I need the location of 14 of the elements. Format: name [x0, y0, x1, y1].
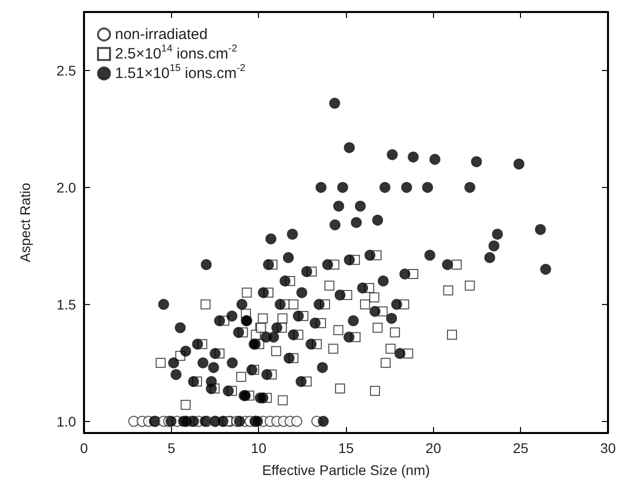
x-tick-label: 0	[80, 440, 88, 456]
y-axis-title: Aspect Ratio	[17, 182, 33, 262]
x-tick-label: 15	[338, 440, 354, 456]
y-tick-label: 1.0	[56, 413, 76, 430]
x-tick-label: 30	[600, 440, 616, 456]
y-tick-label: 1.5	[56, 296, 76, 312]
y-tick-label: 2.0	[56, 179, 76, 196]
x-tick-label: 10	[250, 440, 267, 456]
y-tick-label: 2.5	[56, 62, 76, 78]
legend-label: non-irradiated	[115, 26, 208, 43]
x-tick-label: 5	[167, 440, 176, 456]
x-tick-label: 25	[512, 440, 529, 456]
x-axis-title: Effective Particle Size (nm)	[262, 462, 430, 478]
x-tick-label: 20	[426, 440, 442, 456]
